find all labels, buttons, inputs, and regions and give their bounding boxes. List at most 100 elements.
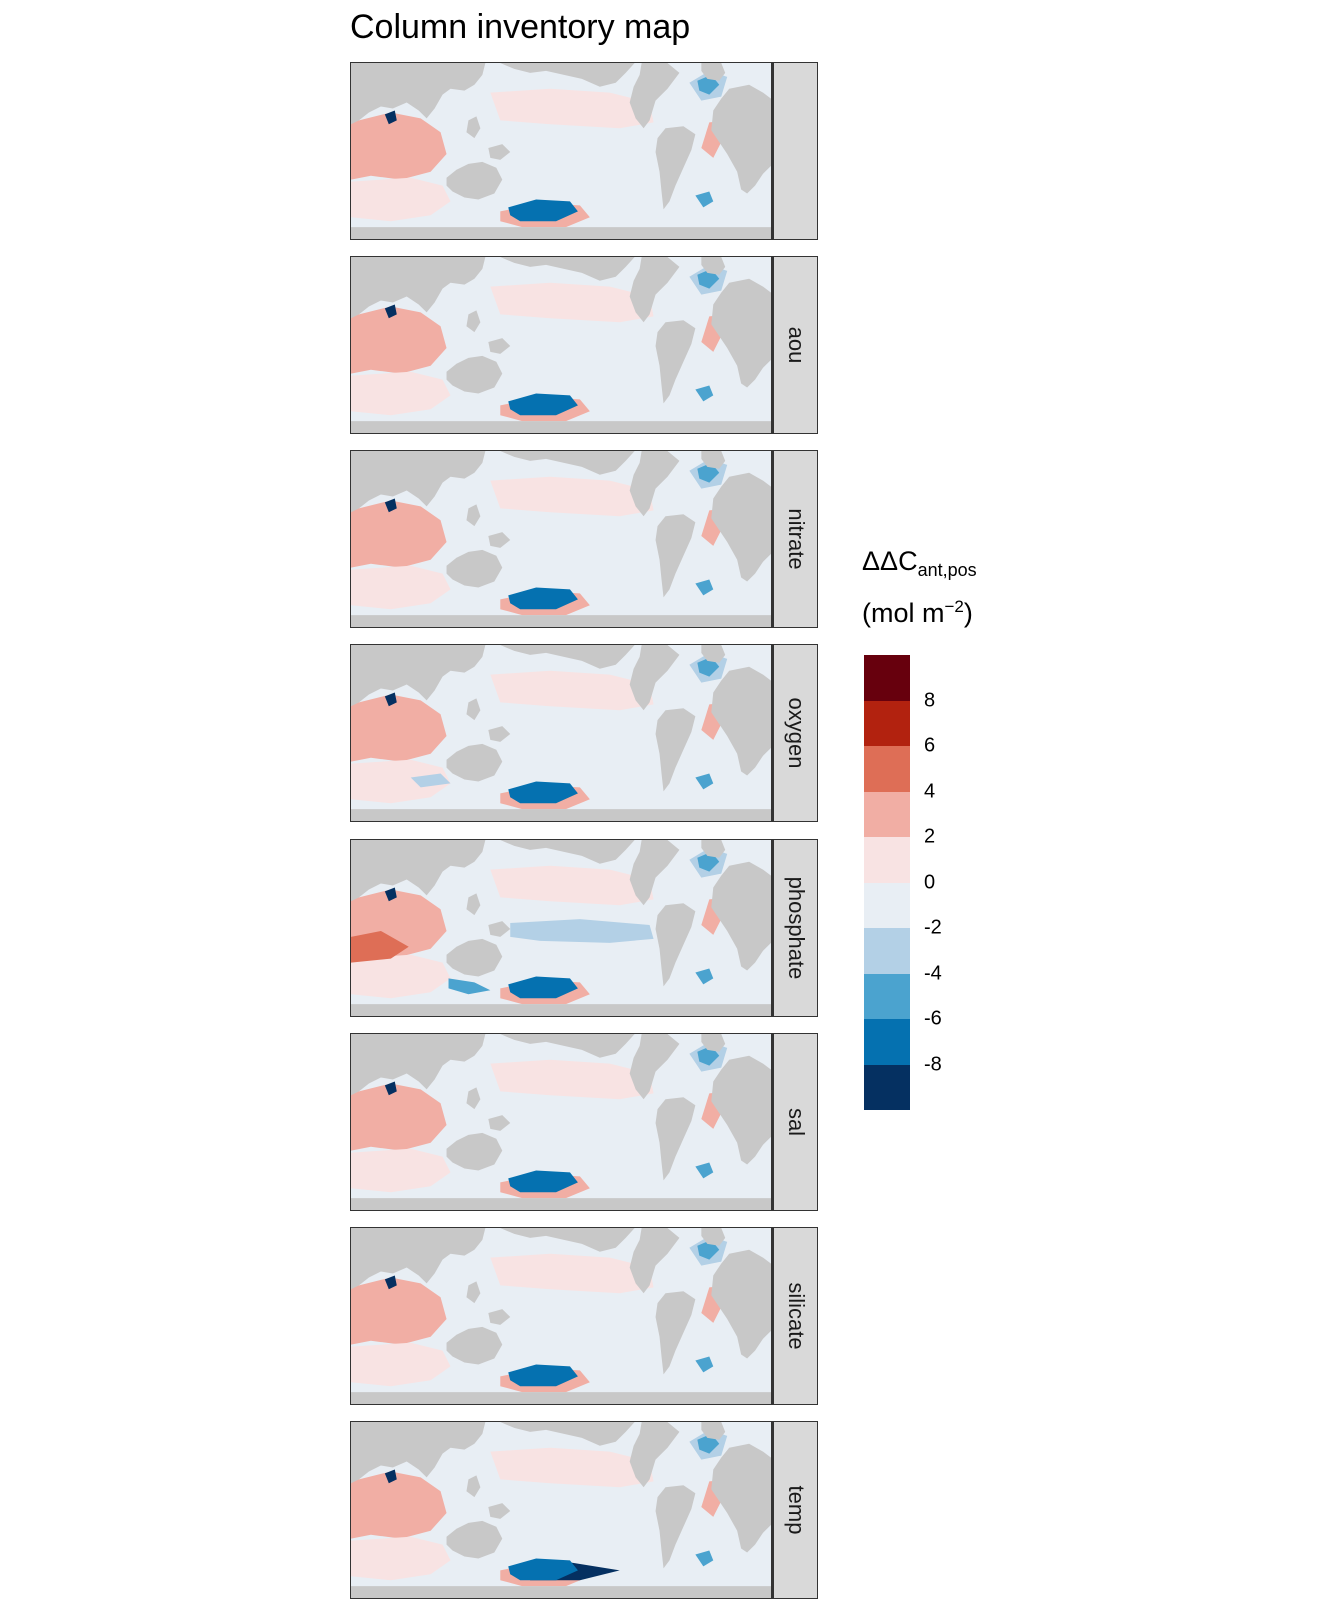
legend-tick-label: 0 — [924, 871, 936, 893]
field-anomaly-region — [384, 110, 397, 125]
legend-tick-label: 6 — [924, 734, 936, 757]
land-mask — [711, 666, 771, 776]
facet-strip: oxygen — [772, 644, 818, 822]
facet-panel-aou: aou — [350, 256, 818, 434]
land-mask — [711, 1443, 771, 1553]
legend-tick-label: 2 — [924, 825, 936, 848]
land-mask — [655, 1097, 696, 1181]
field-anomaly-region — [351, 177, 451, 222]
field-anomaly-region — [490, 282, 654, 323]
facet-panel-unnamed — [350, 62, 818, 240]
land-mask — [488, 1115, 511, 1131]
land-mask — [701, 840, 726, 858]
legend-bin — [864, 973, 910, 1019]
field-anomaly-region — [490, 1447, 654, 1488]
legend-tick-label: 8 — [924, 689, 936, 711]
field-anomaly-region — [351, 1083, 447, 1151]
field-anomaly-region — [508, 1364, 578, 1387]
facet-strip: phosphate — [772, 839, 818, 1017]
facet-panel-silicate: silicate — [350, 1227, 818, 1405]
field-anomaly-region — [351, 371, 451, 416]
legend-tick-label: -2 — [924, 916, 942, 939]
field-anomaly-region — [351, 1148, 451, 1193]
field-anomaly-region — [508, 781, 578, 804]
land-mask — [351, 451, 486, 513]
field-anomaly-region — [695, 191, 714, 208]
land-mask — [488, 144, 511, 160]
facet-label: aou — [783, 326, 809, 364]
field-anomaly-region — [508, 1170, 578, 1193]
facet-strip: sal — [772, 1033, 818, 1211]
land-mask — [351, 1392, 771, 1404]
land-mask — [446, 1132, 503, 1171]
land-mask — [446, 355, 503, 394]
field-anomaly-region — [490, 670, 654, 711]
ocean-map — [350, 839, 772, 1017]
ocean-map — [350, 1227, 772, 1405]
land-mask — [500, 1228, 635, 1252]
land-mask — [701, 63, 726, 81]
ocean-map — [350, 450, 772, 628]
land-mask — [629, 257, 680, 323]
field-anomaly-region — [351, 759, 451, 804]
land-mask — [629, 1422, 680, 1488]
field-anomaly-region — [508, 1558, 578, 1581]
land-mask — [655, 903, 696, 987]
land-mask — [351, 809, 771, 821]
land-mask — [500, 840, 635, 864]
field-anomaly-region — [695, 1162, 714, 1179]
land-mask — [500, 1034, 635, 1058]
legend-tick-label: -6 — [924, 1007, 942, 1030]
land-mask — [351, 227, 771, 239]
land-mask — [711, 1249, 771, 1359]
ocean-map — [350, 1421, 772, 1599]
land-mask — [488, 338, 511, 354]
land-mask — [351, 615, 771, 627]
land-mask — [629, 1228, 680, 1294]
land-mask — [711, 861, 771, 971]
land-mask — [701, 1228, 726, 1246]
land-mask — [500, 451, 635, 475]
land-mask — [500, 63, 635, 87]
legend-bin — [864, 928, 910, 974]
land-mask — [466, 1281, 481, 1304]
land-mask — [351, 1004, 771, 1016]
field-anomaly-region — [695, 1550, 714, 1567]
land-mask — [446, 161, 503, 200]
legend-tick-label: 4 — [924, 780, 936, 802]
facet-strip: aou — [772, 256, 818, 434]
land-mask — [500, 1422, 635, 1446]
field-anomaly-region — [490, 1253, 654, 1294]
legend-bin — [864, 1019, 910, 1065]
field-anomaly-region — [510, 919, 654, 943]
field-anomaly-region — [351, 306, 447, 374]
land-mask — [655, 320, 696, 404]
facet-strip: silicate — [772, 1227, 818, 1405]
land-mask — [629, 645, 680, 711]
legend-tick-label: -4 — [924, 962, 942, 984]
field-anomaly-region — [351, 954, 451, 999]
land-mask — [446, 938, 503, 977]
ocean-map — [350, 644, 772, 822]
land-mask — [466, 1087, 481, 1110]
land-mask — [466, 504, 481, 527]
field-anomaly-region — [695, 968, 714, 985]
land-mask — [351, 1228, 486, 1290]
facet-panel-sal: sal — [350, 1033, 818, 1211]
land-mask — [655, 514, 696, 598]
legend-colorbar — [864, 655, 910, 1110]
land-mask — [701, 257, 726, 275]
ocean-map — [350, 1033, 772, 1211]
land-mask — [500, 257, 635, 281]
legend-title: ΔΔCant,pos — [862, 546, 977, 580]
land-mask — [629, 63, 680, 129]
land-mask — [351, 1034, 486, 1096]
field-anomaly-region — [384, 1275, 397, 1290]
field-anomaly-region — [351, 930, 409, 963]
facet-panel-nitrate: nitrate — [350, 450, 818, 628]
field-anomaly-region — [384, 887, 397, 902]
facet-label: silicate — [783, 1282, 809, 1350]
land-mask — [711, 472, 771, 582]
field-anomaly-region — [508, 976, 578, 999]
field-anomaly-region — [490, 476, 654, 517]
